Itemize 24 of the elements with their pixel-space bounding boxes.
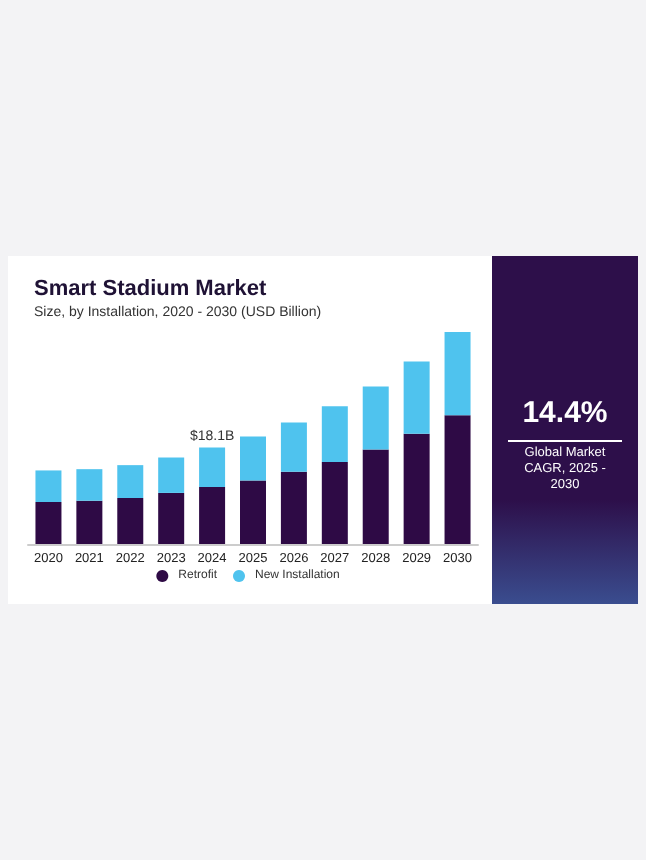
- bar: [240, 480, 266, 544]
- bar: [280, 422, 307, 472]
- bar: [158, 492, 185, 544]
- bar: [362, 386, 389, 450]
- bar: [403, 361, 430, 434]
- bar: [35, 470, 62, 503]
- bar: [199, 486, 226, 544]
- bar: [35, 502, 62, 544]
- bar: [444, 332, 471, 416]
- bar: [280, 471, 307, 544]
- bar: [76, 500, 103, 544]
- bar: [403, 433, 430, 544]
- bar: [76, 469, 103, 501]
- bar: [117, 498, 144, 544]
- bar: [362, 449, 389, 544]
- bar: [158, 457, 185, 493]
- text: 14.4%: [520, 396, 610, 430]
- bar: [321, 461, 348, 544]
- chart-title: Smart Stadium Market: [34, 277, 267, 301]
- bar: [199, 447, 226, 487]
- bar: [321, 406, 348, 462]
- bar: [444, 415, 471, 544]
- bar: [240, 436, 266, 481]
- bar: [117, 465, 144, 498]
